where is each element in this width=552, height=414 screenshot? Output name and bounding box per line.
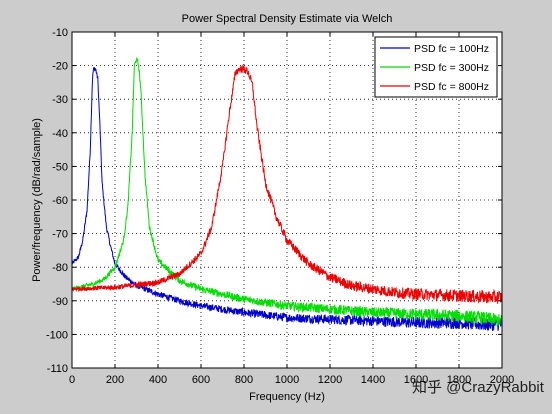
x-axis-label: Frequency (Hz) bbox=[249, 391, 325, 403]
y-tick-label: -110 bbox=[47, 363, 68, 375]
x-tick-label: 1400 bbox=[361, 374, 385, 386]
y-tick-label: -40 bbox=[52, 128, 68, 140]
x-tick-label: 800 bbox=[235, 374, 253, 386]
legend-label-1: PSD fc = 100Hz bbox=[414, 43, 489, 55]
y-tick-label: -10 bbox=[52, 27, 68, 39]
ticks: 0 200 400 600 800 1000 1200 1400 1600 1800 2000 -10… bbox=[46, 27, 514, 386]
y-tick-label: -50 bbox=[52, 161, 68, 173]
y-tick-label: -80 bbox=[52, 262, 68, 274]
x-tick-label: 0 bbox=[69, 374, 75, 386]
x-tick-label: 1800 bbox=[447, 374, 471, 386]
y-axis-label: Power/frequency (dB/rad/sample) bbox=[31, 118, 43, 282]
legend: PSD fc = 100Hz PSD fc = 300Hz PSD fc = 800… bbox=[374, 36, 498, 98]
series-line-2 bbox=[71, 57, 503, 327]
y-tick-label: -30 bbox=[52, 94, 68, 106]
y-tick-label: -20 bbox=[52, 61, 68, 73]
series-line-3 bbox=[71, 63, 503, 304]
x-tick-label: 400 bbox=[149, 374, 167, 386]
y-tick-label: -100 bbox=[46, 329, 68, 341]
legend-label-3: PSD fc = 800Hz bbox=[414, 81, 489, 93]
x-tick-label: 600 bbox=[192, 374, 210, 386]
y-tick-label: -60 bbox=[52, 195, 68, 207]
x-tick-label: 2000 bbox=[490, 374, 514, 386]
legend-label-2: PSD fc = 300Hz bbox=[414, 62, 489, 74]
x-tick-label: 200 bbox=[106, 374, 124, 386]
x-tick-label: 1200 bbox=[318, 374, 342, 386]
y-tick-label: -70 bbox=[52, 229, 68, 241]
chart-title: Power Spectral Density Estimate via Welc… bbox=[182, 13, 393, 25]
y-tick-label: -90 bbox=[52, 296, 68, 308]
series-line-1 bbox=[71, 66, 503, 332]
x-tick-label: 1000 bbox=[275, 374, 299, 386]
watermark: 知乎 @CrazyRabbit bbox=[412, 379, 545, 396]
series-group bbox=[71, 57, 503, 332]
x-tick-label: 1600 bbox=[404, 374, 428, 386]
